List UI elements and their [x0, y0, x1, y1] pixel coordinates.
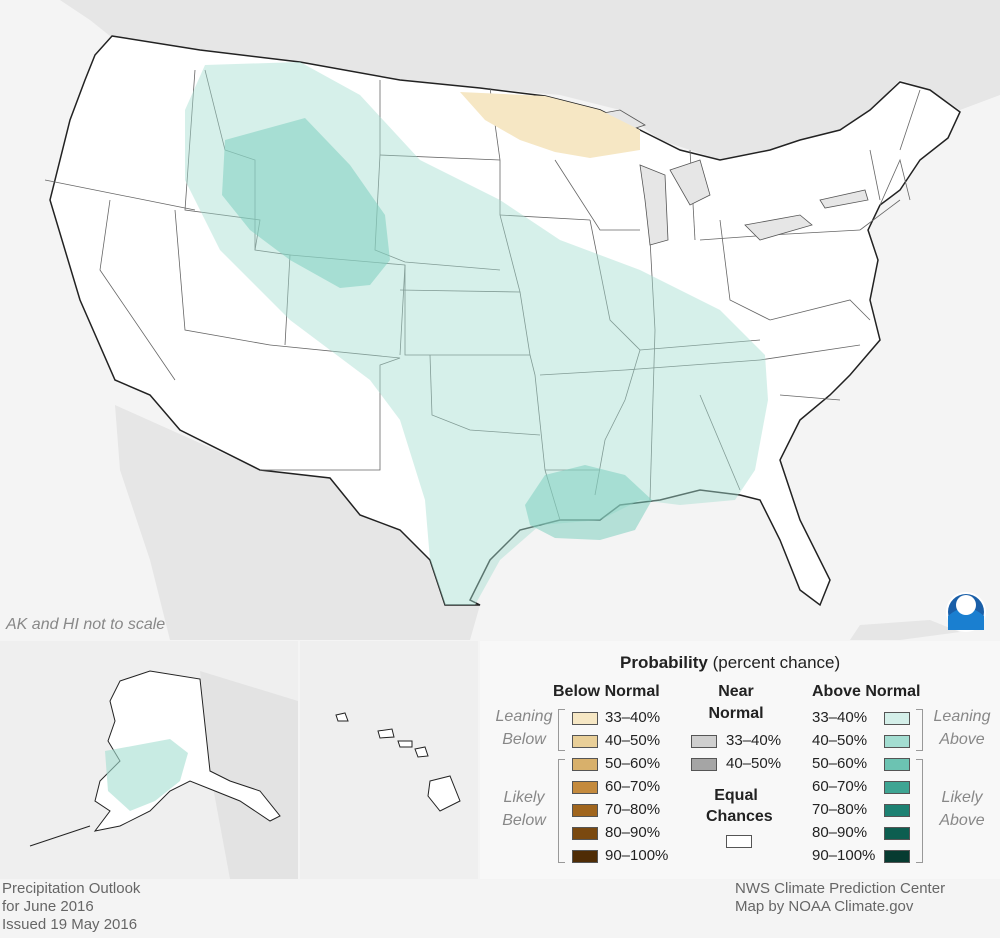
below-swatch-2 — [572, 758, 598, 771]
alaska-inset — [0, 641, 298, 879]
below-label-1: 40–50% — [605, 732, 661, 749]
likely-below-label-1: Likely — [503, 789, 545, 806]
alaska-map — [0, 641, 298, 879]
leaning-below-label-2: Below — [502, 731, 546, 748]
likely-below-bracket — [558, 759, 565, 863]
near-label-1: 40–50% — [726, 755, 782, 772]
footer-issued: Issued 19 May 2016 — [2, 916, 138, 933]
below-normal-header: Below Normal — [553, 683, 660, 700]
likely-below-label-2: Below — [502, 812, 546, 829]
equal-chances-swatch — [726, 835, 752, 848]
below-label-4: 70–80% — [605, 801, 661, 818]
above-label-5: 80–90% — [812, 824, 868, 841]
below-label-0: 33–40% — [605, 709, 661, 726]
above-swatch-1 — [884, 735, 910, 748]
legend-title-note: (percent chance) — [712, 653, 841, 672]
footer-credit-2: Map by NOAA Climate.gov — [735, 898, 914, 915]
above-swatch-5 — [884, 827, 910, 840]
leaning-above-label-1: Leaning — [933, 708, 991, 725]
above-40-50-gulf-region — [525, 465, 652, 540]
conus-map — [44, 0, 1000, 640]
noaa-logo — [946, 592, 986, 632]
likely-above-label-1: Likely — [941, 789, 983, 806]
above-swatch-2 — [884, 758, 910, 771]
above-label-3: 60–70% — [812, 778, 868, 795]
hawaii-map — [300, 641, 478, 879]
likely-above-label-2: Above — [939, 812, 985, 829]
below-label-6: 90–100% — [605, 847, 669, 864]
caribbean-landmass — [850, 620, 960, 640]
below-33-40-region — [460, 92, 640, 158]
above-label-6: 90–100% — [812, 847, 876, 864]
footer-credit-1: NWS Climate Prediction Center — [735, 880, 946, 897]
below-swatch-1 — [572, 735, 598, 748]
leaning-above-label-2: Above — [939, 731, 985, 748]
footer-period: for June 2016 — [2, 898, 94, 915]
near-swatch-1 — [691, 758, 717, 771]
below-swatch-3 — [572, 781, 598, 794]
footer-title: Precipitation Outlook — [2, 880, 141, 897]
above-label-1: 40–50% — [812, 732, 868, 749]
leaning-below-label-1: Leaning — [495, 708, 553, 725]
equal-chances-header-2: Chances — [706, 808, 773, 825]
legend-title: Probability — [620, 653, 708, 672]
mexico-landmass — [115, 405, 480, 640]
near-normal-header-1: Near — [718, 683, 754, 700]
above-label-0: 33–40% — [812, 709, 868, 726]
equal-chances-header-1: Equal — [714, 787, 758, 804]
legend-title-row: Probability (percent chance) — [620, 653, 840, 673]
below-label-5: 80–90% — [605, 824, 661, 841]
footer-right: NWS Climate Prediction Center Map by NOA… — [735, 880, 945, 916]
near-swatch-0 — [691, 735, 717, 748]
near-label-0: 33–40% — [726, 732, 782, 749]
above-swatch-3 — [884, 781, 910, 794]
hawaii-islands — [335, 712, 461, 812]
footer-left: Precipitation Outlook for June 2016 Issu… — [2, 880, 140, 934]
hawaii-inset — [300, 641, 478, 879]
leaning-above-bracket — [916, 709, 923, 751]
above-label-4: 70–80% — [812, 801, 868, 818]
legend: Probability (percent chance) Below Norma… — [480, 641, 1000, 879]
above-swatch-0 — [884, 712, 910, 725]
above-swatch-6 — [884, 850, 910, 863]
likely-above-bracket — [916, 759, 923, 863]
below-swatch-4 — [572, 804, 598, 817]
above-swatch-4 — [884, 804, 910, 817]
scale-note: AK and HI not to scale — [6, 616, 166, 633]
below-label-2: 50–60% — [605, 755, 661, 772]
alaska-above-region — [105, 739, 188, 811]
above-40-50-region — [222, 118, 390, 288]
canada-landmass — [60, 0, 1000, 160]
near-normal-header-2: Normal — [708, 705, 764, 722]
above-label-2: 50–60% — [812, 755, 868, 772]
above-normal-header: Above Normal — [812, 683, 921, 700]
below-swatch-5 — [572, 827, 598, 840]
leaning-below-bracket — [558, 709, 565, 751]
below-swatch-6 — [572, 850, 598, 863]
below-label-3: 60–70% — [605, 778, 661, 795]
below-swatch-0 — [572, 712, 598, 725]
